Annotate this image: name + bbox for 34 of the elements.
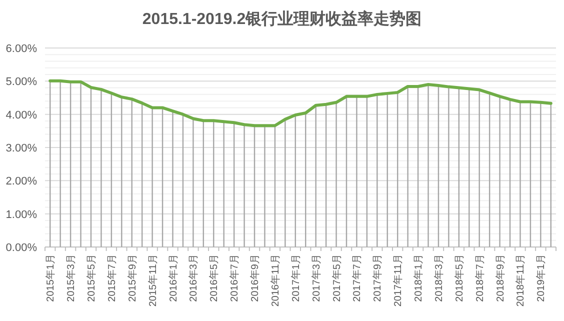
x-tick-label: 2017年11月 [392, 254, 404, 307]
x-tick-label: 2015年9月 [126, 254, 138, 302]
x-tick-label: 2016年7月 [228, 254, 241, 302]
x-tick-label: 2018年11月 [514, 254, 527, 307]
y-tick-label: 6.00% [6, 43, 38, 55]
x-tick-label: 2018年1月 [412, 254, 425, 302]
x-tick-label: 2015年5月 [85, 254, 98, 302]
x-tick-label: 2015年11月 [146, 254, 159, 307]
x-tick-label: 2018年7月 [474, 254, 486, 302]
x-tick-label: 2017年7月 [351, 254, 364, 302]
x-tick-label: 2016年1月 [167, 254, 180, 302]
y-tick-label: 1.00% [6, 208, 38, 221]
x-tick-label: 2015年3月 [65, 254, 78, 302]
x-tick-label: 2017年9月 [372, 254, 384, 302]
x-tick-label: 2015年7月 [106, 254, 118, 302]
y-tick-label: 3.00% [6, 142, 38, 154]
x-tick-label: 2018年5月 [453, 254, 466, 302]
x-tick-label: 2016年5月 [208, 254, 220, 302]
x-tick-label: 2017年3月 [310, 254, 322, 302]
line-series [48, 79, 552, 128]
x-tick-label: 2018年3月 [432, 254, 445, 302]
x-tick-label: 2015年1月 [44, 254, 57, 302]
y-tick-label: 2.00% [6, 176, 38, 188]
y-tick-label: 5.00% [6, 76, 38, 88]
y-tick-label: 4.00% [6, 109, 38, 122]
x-tick-label: 2017年5月 [330, 254, 343, 302]
x-tick-label: 2016年11月 [269, 254, 282, 307]
x-tick-label: 2016年3月 [188, 254, 200, 302]
chart-title: 2015.1-2019.2银行业理财收益率走势图 [142, 9, 422, 28]
y-tick-label: 0.00% [6, 242, 38, 254]
x-tick-label: 2017年1月 [290, 254, 302, 302]
x-tick-label: 2016年9月 [249, 254, 262, 302]
x-tick-label: 2019年1月 [535, 254, 548, 302]
x-tick-label: 2018年9月 [494, 254, 506, 302]
